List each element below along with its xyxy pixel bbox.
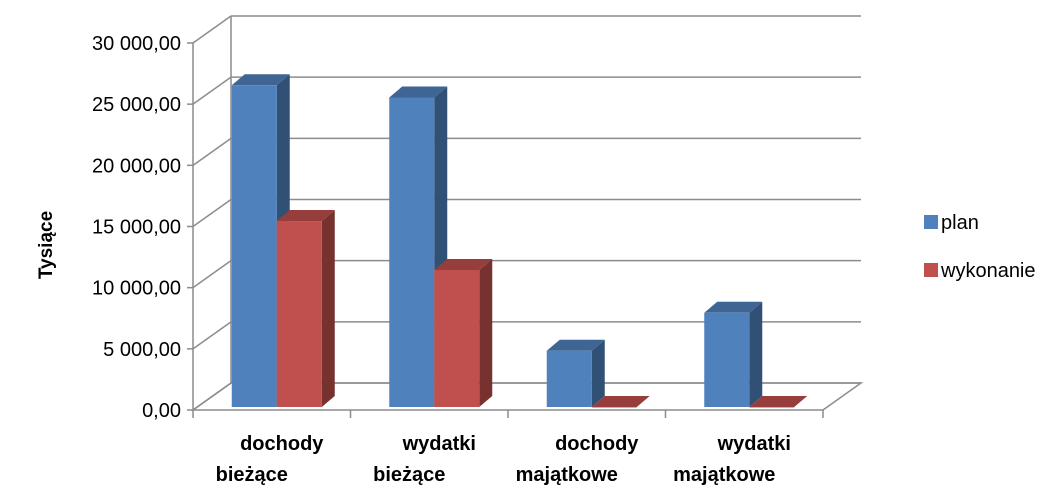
- bar-top: [389, 86, 448, 98]
- bar-front: [389, 97, 435, 407]
- y-tick-label: 0,00: [142, 400, 181, 422]
- gridline-side: [192, 382, 232, 411]
- bar: [749, 396, 808, 408]
- bar-top: [231, 74, 290, 86]
- gridline-side: [192, 198, 232, 228]
- x-category-label-line2: majątkowe: [673, 464, 775, 486]
- bar: [591, 396, 650, 408]
- bar-top: [276, 210, 335, 222]
- bar-side: [321, 210, 335, 407]
- bar-side: [591, 339, 605, 407]
- bar-front: [591, 407, 637, 408]
- bar-front: [704, 312, 750, 407]
- bar-front: [434, 269, 480, 407]
- bars: [231, 74, 808, 408]
- bar-top: [749, 396, 808, 407]
- bar-side: [479, 258, 493, 407]
- bar-top: [434, 258, 493, 270]
- legend-label: wykonanie: [940, 260, 1036, 282]
- y-tick-labels: 0,00 5 000,00 10 000,00 15 000,00 20 000,00 2…: [92, 33, 181, 422]
- y-tick-label: 15 000,00: [92, 217, 181, 239]
- y-tick-label: 30 000,00: [92, 33, 181, 55]
- x-category-labels: dochody bieżące wydatki bieżące dochody mająt…: [216, 433, 791, 486]
- gridline-side: [192, 321, 232, 350]
- x-category-label-line1: dochody: [240, 433, 324, 455]
- bar: [434, 258, 493, 407]
- y-tick-label: 20 000,00: [92, 155, 181, 177]
- legend-swatch: [924, 215, 938, 229]
- x-category-label-line1: wydatki: [402, 433, 476, 455]
- legend: plan wykonanie: [924, 212, 1036, 282]
- bar-top: [704, 301, 763, 313]
- y-tick-label: 25 000,00: [92, 94, 181, 116]
- y-tick-label: 5 000,00: [103, 339, 181, 361]
- axes: [187, 42, 824, 418]
- bar-top: [591, 396, 650, 407]
- bar-side: [749, 301, 763, 407]
- x-category-label-line2: bieżące: [216, 464, 288, 486]
- gridline-side: [192, 15, 232, 44]
- x-category-label-line2: bieżące: [373, 464, 445, 486]
- bar-top: [546, 339, 605, 351]
- x-category-label-line1: wydatki: [717, 433, 791, 455]
- y-axis-title: Tysiące: [36, 211, 57, 279]
- bar: [546, 339, 605, 407]
- legend-swatch: [924, 263, 938, 277]
- bar-front: [276, 221, 322, 407]
- bar: [704, 301, 763, 407]
- gridline-side: [192, 76, 232, 105]
- x-category-label-line2: majątkowe: [516, 464, 618, 486]
- bar: [276, 210, 335, 407]
- gridline-side: [192, 260, 232, 289]
- bar-front: [546, 350, 592, 407]
- bar-front: [749, 407, 795, 408]
- bar-front: [231, 85, 277, 407]
- bar: [389, 86, 448, 407]
- legend-label: plan: [941, 212, 979, 234]
- y-tick-label: 10 000,00: [92, 278, 181, 300]
- gridline-side: [192, 137, 232, 166]
- x-category-label-line1: dochody: [555, 433, 639, 455]
